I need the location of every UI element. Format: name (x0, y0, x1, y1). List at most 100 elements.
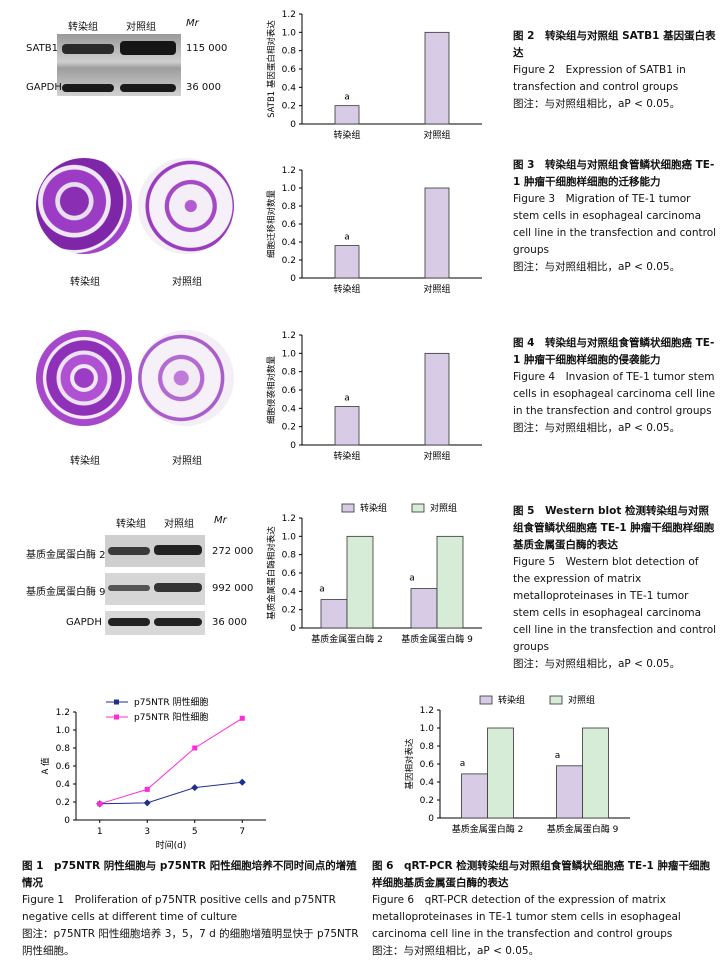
bar (334, 105, 360, 125)
data-point (97, 801, 103, 807)
fig4-caption: 图 4 转染组与对照组食管鳞状细胞癌 TE-1 肿瘤干细胞样细胞的侵袭能力 Fi… (513, 335, 718, 437)
caption-english: Figure 4 Invasion of TE-1 tumor stem cel… (513, 371, 716, 417)
fig5-blot: 转染组 对照组 Mr 基质金属蛋白酶 2 272 000 基质金属蛋白酶 9 9… (0, 505, 260, 635)
x-tick-label: 对照组 (423, 450, 450, 462)
data-point (143, 799, 151, 807)
fig2-bar-chart: 0 0.2 0.4 0.6 0.8 1.0 1.2 SATB1 基因蛋白相对表达 a 转染组 对照组 (266, 10, 482, 141)
y-tick-label: 0.2 (282, 102, 296, 112)
y-tick-label: 0.2 (282, 256, 296, 266)
data-point (192, 745, 198, 751)
blot-band (108, 547, 150, 555)
x-tick-label: 转染组 (333, 450, 360, 462)
y-tick-label: 0.2 (56, 798, 70, 808)
caption-title: 图 6 qRT-PCR 检测转染组与对照组食管鳞状细胞癌 TE-1 肿瘤干细胞样… (372, 860, 711, 889)
caption-note: 图注：与对照组相比，aP < 0.05。 (513, 658, 681, 670)
fig2-caption: 图 2 转染组与对照组 SATB1 基因蛋白表达 Figure 2 Expres… (513, 28, 718, 113)
x-axis-label: 时间(d) (156, 839, 187, 850)
bar (461, 773, 488, 819)
caption-note: 图注：与对照组相比，aP < 0.05。 (513, 261, 681, 273)
y-tick-label: 0.4 (282, 404, 297, 414)
y-tick-label: 0.8 (282, 202, 297, 212)
y-tick-label: 1.2 (282, 514, 296, 524)
fig3-bar-chart: 0 0.2 0.4 0.6 0.8 1.0 1.2 细胞迁移相对数量 a 转染组 对照组 (266, 166, 482, 295)
y-tick-label: 0.4 (420, 778, 435, 788)
series-line (99, 781, 243, 805)
migration-dish-transfection (36, 158, 132, 254)
data-point (191, 784, 199, 792)
fig5-caption: 图 5 Western blot 检测转染组与对照组食管鳞状细胞癌 TE-1 肿… (513, 503, 718, 673)
bar (346, 535, 374, 629)
caption-title: 图 4 转染组与对照组食管鳞状细胞癌 TE-1 肿瘤干细胞样细胞的侵袭能力 (513, 337, 715, 366)
y-tick-label: 1.0 (282, 532, 297, 542)
legend-swatch (411, 503, 425, 513)
y-tick-label: 0 (290, 441, 296, 451)
caption-note: 图注：与对照组相比，aP < 0.05。 (372, 945, 540, 957)
bar (582, 727, 609, 819)
legend-label: p75NTR 阳性细胞 (134, 711, 209, 723)
blot-group-label: 对照组 (126, 22, 156, 33)
legend-label: 对照组 (430, 502, 457, 514)
y-tick-label: 0 (290, 120, 296, 130)
fig6-caption: 图 6 qRT-PCR 检测转染组与对照组食管鳞状细胞癌 TE-1 肿瘤干细胞样… (372, 858, 717, 960)
caption-english: Figure 6 qRT-PCR detection of the expres… (372, 894, 681, 940)
y-axis-label: 基因相对表达 (404, 738, 415, 790)
fig4-bar-chart: 0 0.2 0.4 0.6 0.8 1.0 1.2 细胞侵袭相对数量 a 转染组 对照组 (266, 331, 482, 462)
blot-row-mw: 272 000 (212, 546, 254, 557)
y-tick-label: 0.2 (282, 606, 296, 616)
blot-row-label: 基质金属蛋白酶 9 (26, 587, 106, 598)
caption-english: Figure 5 Western blot detection of the e… (513, 556, 717, 653)
blot-band (154, 618, 202, 626)
x-tick-label: 基质金属蛋白酶 9 (401, 633, 473, 645)
bar (410, 588, 438, 629)
bar (334, 406, 360, 446)
blot-band (120, 41, 176, 55)
x-tick-label: 3 (144, 827, 150, 837)
y-tick-label: 0.4 (282, 238, 297, 248)
caption-title: 图 2 转染组与对照组 SATB1 基因蛋白表达 (513, 30, 716, 59)
blot-group-label: 转染组 (116, 519, 146, 530)
y-tick-label: 1.2 (282, 331, 296, 341)
y-tick-label: 1.2 (282, 166, 296, 176)
fig2-blot: 转染组 对照组 Mr SATB1 115 000 GAPDH 36 000 (0, 0, 250, 130)
blot-row-mw: 992 000 (212, 583, 254, 594)
fig1-caption: 图 1 p75NTR 阴性细胞与 p75NTR 阳性细胞培养不同时间点的增殖情况… (22, 858, 362, 960)
y-tick-label: 0.2 (282, 423, 296, 433)
significance-mark: a (319, 585, 325, 595)
invasion-dish-control (138, 330, 234, 426)
x-tick-label: 1 (97, 827, 103, 837)
y-tick-label: 0.4 (282, 83, 297, 93)
legend-swatch (549, 695, 563, 705)
caption-title: 图 5 Western blot 检测转染组与对照组食管鳞状细胞癌 TE-1 肿… (513, 505, 715, 551)
x-tick-label: 对照组 (423, 283, 450, 295)
y-tick-label: 0.8 (420, 742, 435, 752)
significance-mark: a (460, 759, 466, 769)
x-tick-label: 转染组 (333, 283, 360, 295)
y-tick-label: 0.4 (282, 587, 297, 597)
y-tick-label: 1.0 (282, 28, 297, 38)
y-tick-label: 0.2 (420, 796, 434, 806)
y-tick-label: 1.0 (282, 349, 297, 359)
migration-dish-control (138, 158, 234, 254)
blot-row-label: GAPDH (26, 82, 62, 93)
y-axis-label: 细胞迁移相对数量 (266, 190, 277, 259)
y-tick-label: 0.8 (282, 368, 297, 378)
blot-row-mw: 36 000 (186, 82, 221, 93)
y-tick-label: 1.2 (420, 706, 434, 716)
bar (334, 245, 360, 279)
caption-note: 图注：p75NTR 阳性细胞培养 3，5，7 d 的细胞增殖明显快于 p75NT… (22, 928, 359, 957)
dish-label: 对照组 (172, 456, 202, 467)
caption-english: Figure 2 Expression of SATB1 in transfec… (513, 64, 686, 93)
caption-english: Figure 1 Proliferation of p75NTR positiv… (22, 894, 336, 923)
y-tick-label: 1.0 (282, 184, 297, 194)
legend-label: 转染组 (360, 502, 387, 514)
y-tick-label: 1.2 (56, 708, 70, 718)
legend-label: 转染组 (498, 694, 525, 706)
blot-mr-label: Mr (186, 18, 199, 29)
y-axis-label: 基质金属蛋白酶相对表达 (266, 526, 277, 620)
caption-note: 图注：与对照组相比，aP < 0.05。 (513, 98, 681, 110)
x-tick-label: 基质金属蛋白酶 2 (311, 633, 383, 645)
bar (424, 352, 450, 446)
y-tick-label: 0 (290, 624, 296, 634)
blot-group-label: 对照组 (164, 519, 194, 530)
blot-row-mw: 115 000 (186, 43, 228, 54)
